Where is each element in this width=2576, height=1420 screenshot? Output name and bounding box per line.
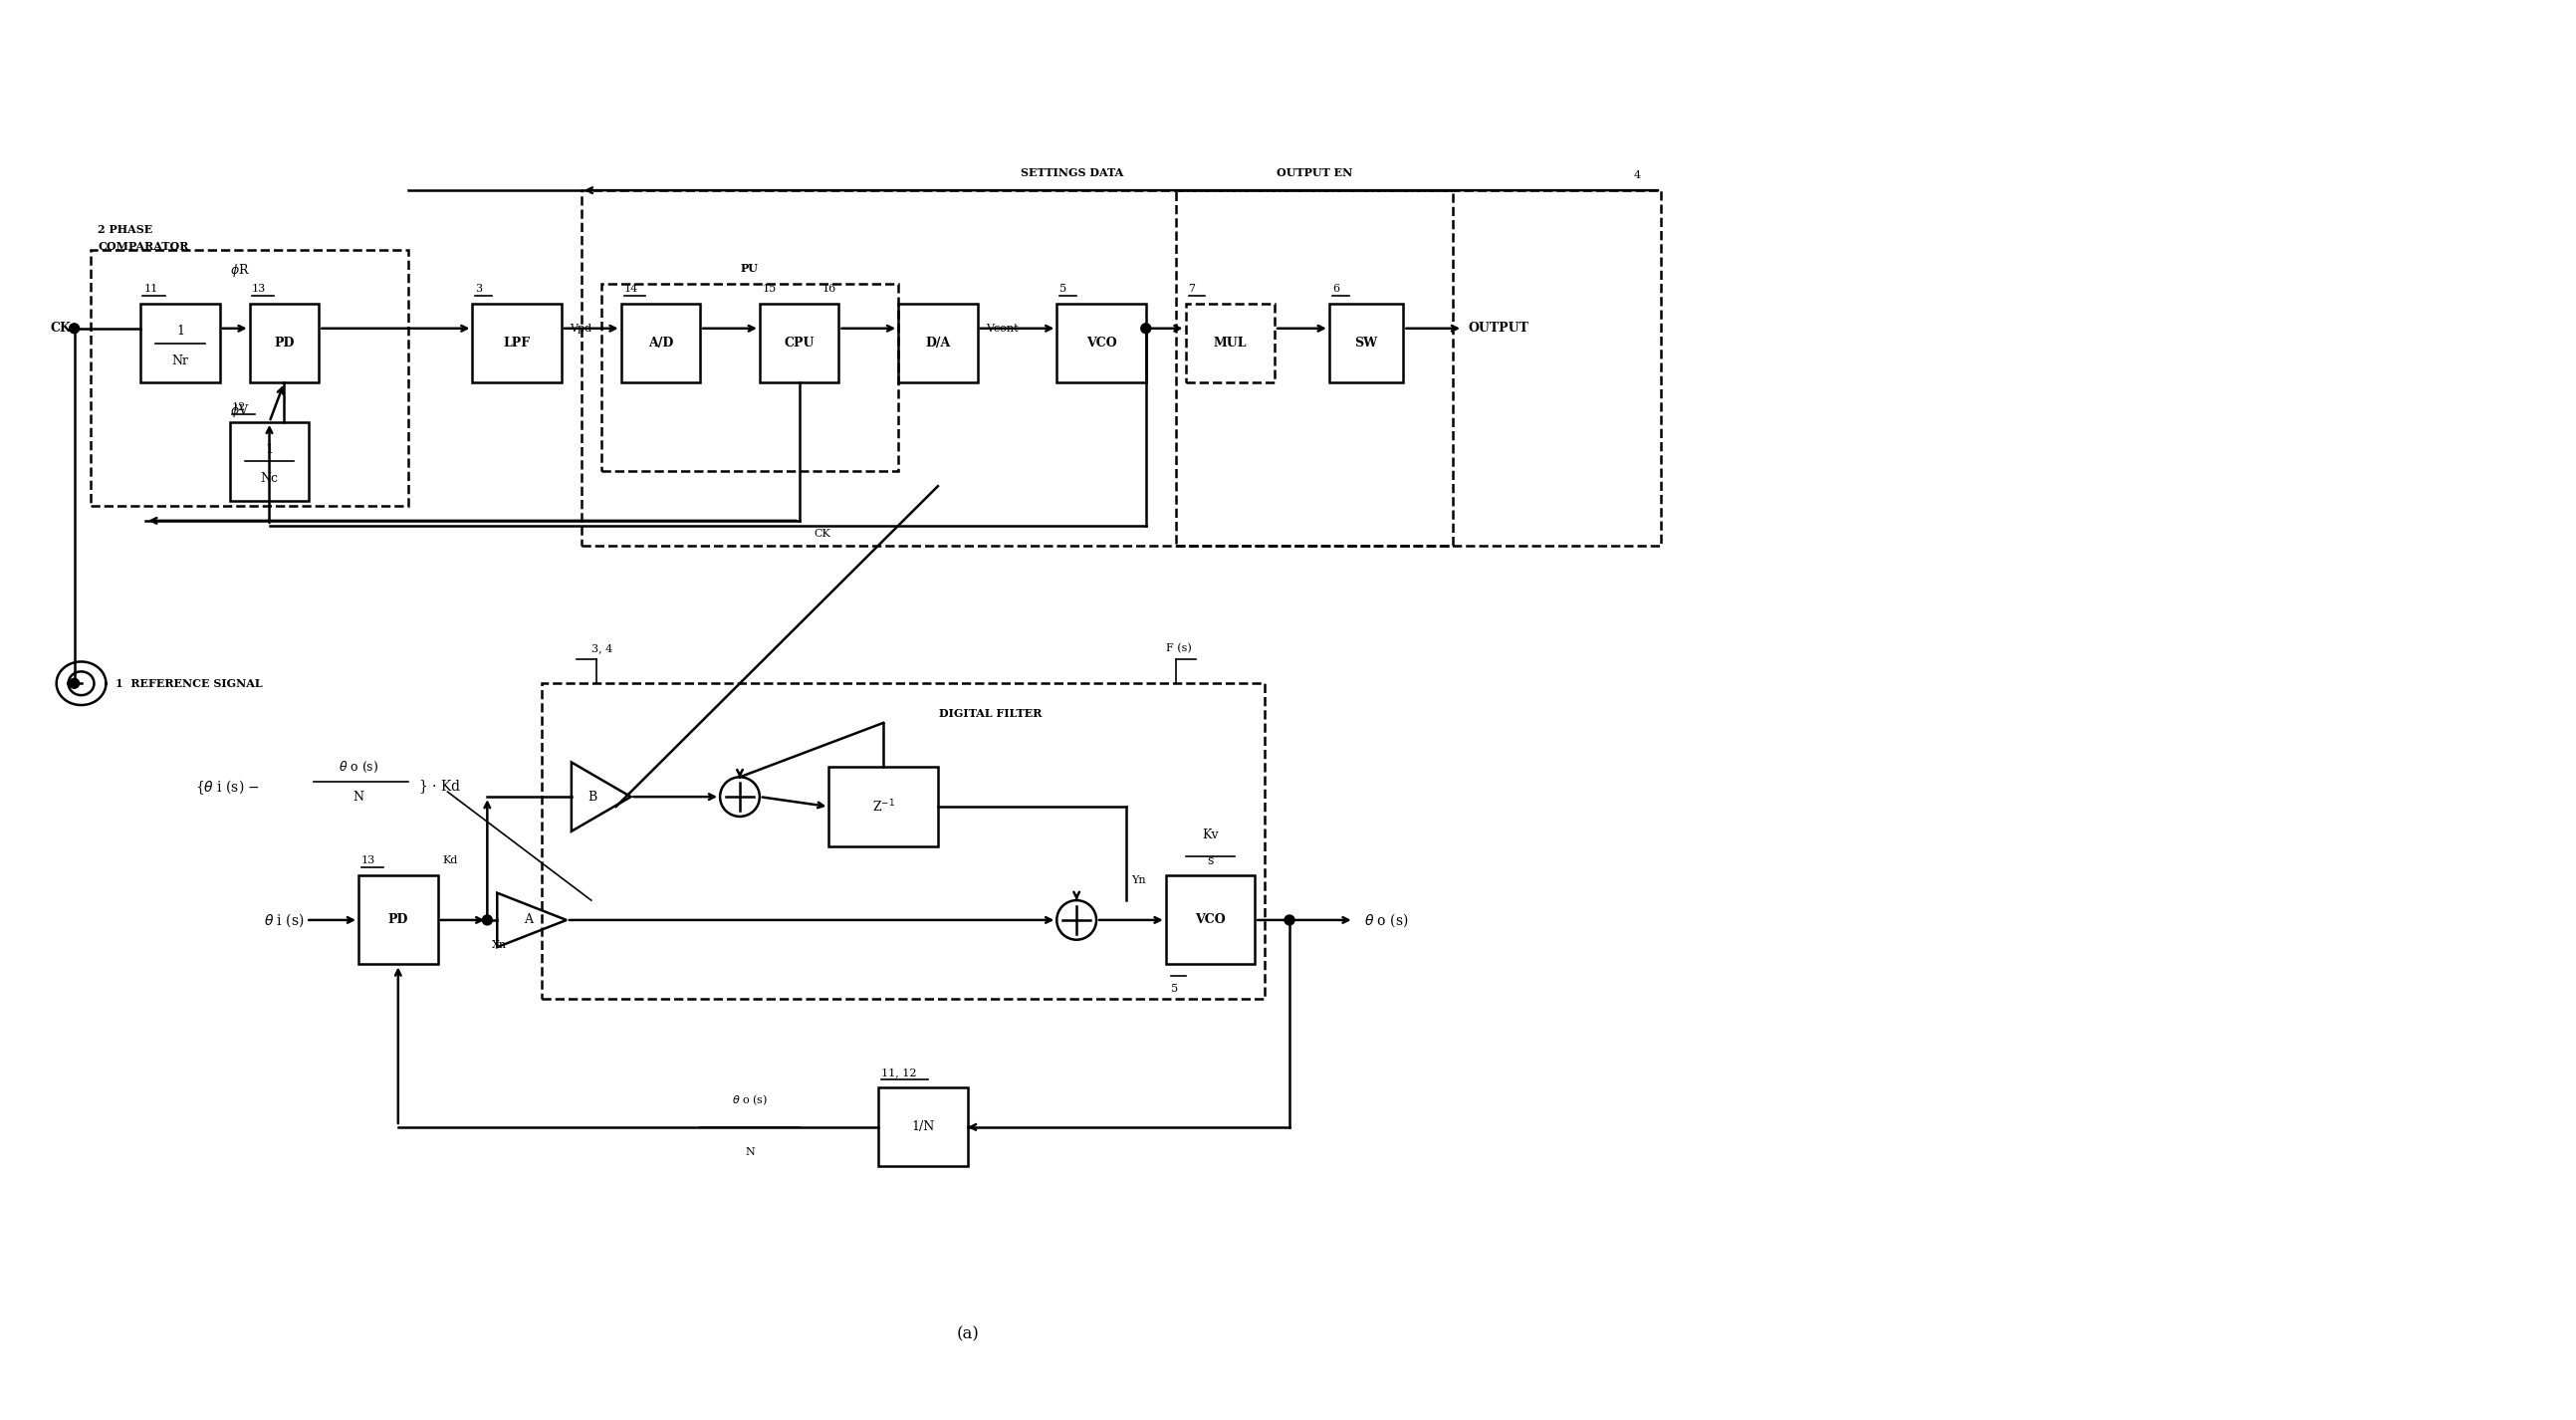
Bar (899, 304, 976, 382)
Text: 16: 16 (822, 284, 835, 294)
Text: PU: PU (742, 263, 757, 274)
Text: 1  REFERENCE SIGNAL: 1 REFERENCE SIGNAL (116, 677, 263, 689)
Text: PD: PD (273, 337, 294, 349)
Text: 15: 15 (762, 284, 778, 294)
Text: Kd: Kd (443, 856, 459, 866)
Text: 11, 12: 11, 12 (881, 1068, 917, 1078)
Text: Kv: Kv (1203, 828, 1218, 841)
Text: A/D: A/D (649, 337, 672, 349)
Bar (600, 284, 899, 471)
Bar (621, 304, 701, 382)
Bar (760, 304, 840, 382)
Text: OUTPUT: OUTPUT (1468, 322, 1528, 335)
Text: B: B (587, 791, 598, 804)
Text: $\theta$ o (s): $\theta$ o (s) (732, 1093, 768, 1108)
Bar (1329, 304, 1404, 382)
Text: SETTINGS DATA: SETTINGS DATA (1020, 168, 1123, 179)
Text: PD: PD (389, 913, 407, 926)
Text: 1: 1 (265, 443, 273, 456)
Text: F (s): F (s) (1167, 643, 1190, 653)
Text: {$\theta$ i (s) $-$: {$\theta$ i (s) $-$ (196, 778, 260, 797)
Text: MUL: MUL (1213, 337, 1247, 349)
Text: (a): (a) (956, 1326, 979, 1343)
Text: 7: 7 (1188, 284, 1195, 294)
Text: 13: 13 (252, 284, 265, 294)
Text: 5: 5 (1059, 284, 1066, 294)
Text: Nc: Nc (260, 473, 278, 486)
Bar (582, 190, 1662, 545)
Text: 6: 6 (1332, 284, 1340, 294)
Text: 1: 1 (175, 325, 185, 338)
Text: Xn: Xn (492, 940, 507, 950)
Circle shape (482, 914, 492, 924)
Text: VCO: VCO (1087, 337, 1115, 349)
Text: s: s (1208, 855, 1213, 868)
Text: OUTPUT EN: OUTPUT EN (1275, 168, 1352, 179)
Text: LPF: LPF (502, 337, 531, 349)
Text: CK: CK (814, 528, 832, 538)
Bar (1167, 876, 1255, 964)
Text: } $\cdot$ Kd: } $\cdot$ Kd (417, 778, 461, 795)
Text: 4: 4 (1633, 170, 1641, 180)
Text: Nr: Nr (173, 354, 188, 366)
Circle shape (70, 679, 80, 689)
Bar (1056, 304, 1146, 382)
Text: SW: SW (1355, 337, 1378, 349)
Text: Z$^{-1}$: Z$^{-1}$ (873, 798, 894, 815)
Bar (358, 876, 438, 964)
Text: 3, 4: 3, 4 (592, 643, 613, 653)
Text: CPU: CPU (783, 337, 814, 349)
Text: $\theta$ o (s): $\theta$ o (s) (1363, 912, 1409, 929)
Bar (90, 250, 407, 506)
Text: Vpd: Vpd (569, 324, 592, 334)
Text: 1/N: 1/N (912, 1120, 935, 1133)
Text: $\phi$R: $\phi$R (229, 263, 250, 280)
Text: CK: CK (52, 322, 72, 335)
Text: 5: 5 (1170, 984, 1177, 994)
Bar (829, 767, 938, 846)
Text: D/A: D/A (925, 337, 951, 349)
Text: Vcont: Vcont (987, 324, 1018, 334)
Text: $\theta$ o (s): $\theta$ o (s) (337, 760, 379, 775)
Text: DIGITAL FILTER: DIGITAL FILTER (938, 709, 1041, 719)
Text: Yn: Yn (1131, 876, 1146, 886)
Text: 3: 3 (477, 284, 482, 294)
Text: 13: 13 (361, 856, 376, 866)
Bar (1175, 190, 1453, 545)
Text: N: N (744, 1147, 755, 1157)
Circle shape (1285, 914, 1293, 924)
Bar (541, 683, 1265, 998)
Text: 12: 12 (232, 402, 245, 412)
Text: VCO: VCO (1195, 913, 1226, 926)
Text: COMPARATOR: COMPARATOR (98, 240, 188, 251)
Text: $\phi$V: $\phi$V (229, 402, 250, 419)
Text: N: N (353, 791, 363, 804)
Bar (229, 422, 309, 501)
Text: $\theta$ i (s): $\theta$ i (s) (263, 912, 304, 929)
Bar (142, 304, 219, 382)
Bar (471, 304, 562, 382)
Bar (1185, 304, 1275, 382)
Text: A: A (523, 913, 533, 926)
Text: 11: 11 (144, 284, 157, 294)
Circle shape (1141, 324, 1151, 334)
Bar (878, 1088, 969, 1167)
Text: 14: 14 (623, 284, 639, 294)
Circle shape (70, 324, 80, 334)
Text: 2 PHASE: 2 PHASE (98, 224, 152, 234)
Bar (250, 304, 319, 382)
